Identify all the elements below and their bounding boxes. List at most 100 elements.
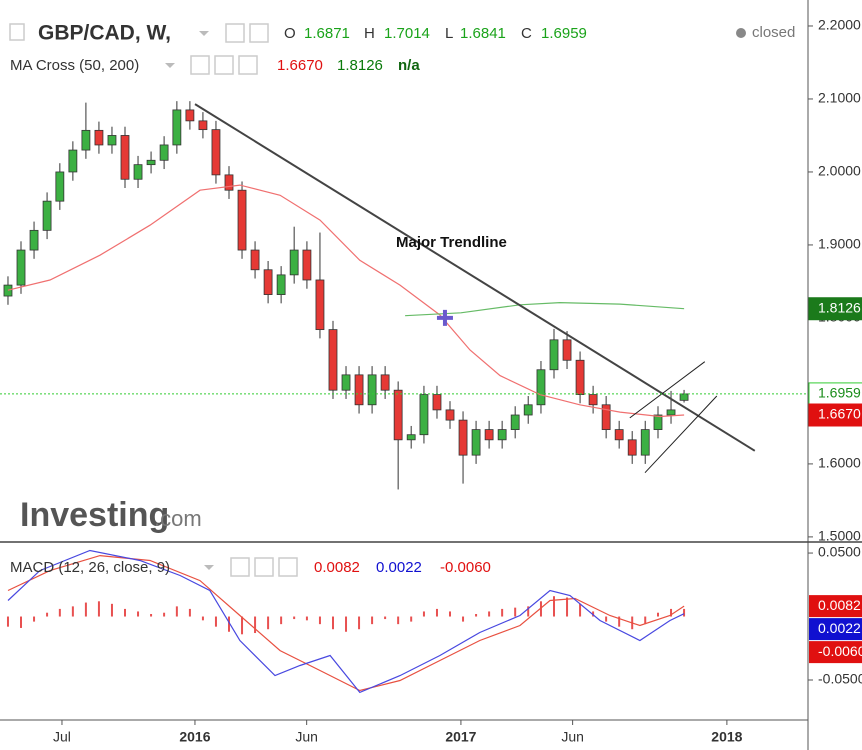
y-tick-label: 2.2000 bbox=[818, 17, 861, 33]
series-line bbox=[7, 554, 685, 692]
candle-body bbox=[146, 159, 156, 166]
eye-icon[interactable] bbox=[230, 557, 250, 577]
market-status: closed bbox=[752, 24, 795, 41]
candle-body bbox=[588, 394, 598, 406]
y-tick-label: 1.9000 bbox=[818, 236, 861, 252]
settings-icon[interactable] bbox=[249, 23, 269, 43]
price-box-label: 1.8126 bbox=[818, 299, 861, 315]
candle-body bbox=[367, 374, 377, 406]
candle-body bbox=[562, 339, 572, 361]
macd-value: 0.0082 bbox=[314, 559, 360, 576]
candle-body bbox=[250, 249, 260, 271]
macd-value: 0.0022 bbox=[376, 559, 422, 576]
indicator-value: 1.6670 bbox=[277, 57, 323, 74]
candle-body bbox=[523, 404, 533, 416]
dropdown[interactable] bbox=[199, 31, 209, 36]
dropdown[interactable] bbox=[204, 565, 214, 570]
indicator-title: MA Cross (50, 200) bbox=[10, 57, 139, 74]
candle-body bbox=[445, 409, 455, 421]
candle-body bbox=[302, 249, 312, 281]
candle-body bbox=[679, 393, 689, 401]
y-tick-label: 1.5000 bbox=[818, 528, 861, 544]
candle-body bbox=[263, 269, 273, 295]
candle-body bbox=[211, 129, 221, 176]
ohlc-key: L bbox=[445, 25, 453, 42]
series-line bbox=[7, 549, 685, 694]
eye-icon[interactable] bbox=[190, 55, 210, 75]
macd-value: -0.0060 bbox=[440, 559, 491, 576]
candle-body bbox=[120, 135, 130, 180]
candle-body bbox=[185, 109, 195, 122]
candle-body bbox=[133, 164, 143, 180]
ohlc-value: 1.6959 bbox=[541, 25, 587, 42]
candle-body bbox=[653, 414, 663, 431]
candle-body bbox=[640, 429, 650, 456]
watermark-brand: Investing bbox=[20, 496, 169, 534]
candle-body bbox=[289, 249, 299, 276]
candle-body bbox=[16, 249, 26, 286]
candle-body bbox=[575, 359, 585, 395]
value-box-label: 0.0022 bbox=[818, 620, 861, 636]
cross-marker bbox=[436, 309, 453, 326]
candle-body bbox=[380, 374, 390, 391]
candle-body bbox=[419, 394, 429, 436]
candle-body bbox=[627, 439, 637, 456]
price-box bbox=[808, 297, 862, 321]
candle-body bbox=[94, 129, 104, 146]
candle-body bbox=[471, 429, 481, 456]
candle-body bbox=[406, 434, 416, 441]
indicator-value: 1.8126 bbox=[337, 57, 383, 74]
plot-area: Major Trendline bbox=[0, 101, 808, 694]
collapse-icon[interactable] bbox=[9, 23, 25, 41]
ohlc-value: 1.7014 bbox=[384, 25, 430, 42]
x-tick-label: 2017 bbox=[445, 729, 476, 745]
y-tick-label: 2.0000 bbox=[818, 163, 861, 179]
candle-body bbox=[42, 200, 52, 231]
candle-body bbox=[81, 129, 91, 151]
candle-body bbox=[198, 120, 208, 131]
macd-title: MACD (12, 26, close, 9) bbox=[10, 559, 170, 576]
ohlc-value: 1.6841 bbox=[460, 25, 506, 42]
settings-icon[interactable] bbox=[254, 557, 274, 577]
remove-icon[interactable] bbox=[238, 55, 258, 75]
series-line bbox=[194, 103, 756, 452]
candle-body bbox=[276, 274, 286, 295]
value-box bbox=[809, 618, 862, 641]
ohlc-key: O bbox=[284, 25, 296, 42]
dropdown[interactable] bbox=[165, 63, 175, 68]
y-tick-label: 0.0500 bbox=[818, 544, 861, 560]
settings-icon[interactable] bbox=[214, 55, 234, 75]
series-line bbox=[629, 361, 706, 419]
price-box-label: 1.6959 bbox=[818, 385, 861, 401]
price-box-label: 1.6670 bbox=[818, 406, 861, 422]
eye-icon[interactable] bbox=[225, 23, 245, 43]
candle-body bbox=[55, 171, 65, 202]
ohlc-value: 1.6871 bbox=[304, 25, 350, 42]
candle-body bbox=[666, 409, 676, 416]
candle-body bbox=[458, 419, 468, 456]
value-box bbox=[809, 641, 862, 664]
series-line bbox=[7, 184, 685, 418]
ohlc-key: H bbox=[364, 25, 375, 42]
series-line bbox=[405, 301, 685, 317]
indicator-value: n/a bbox=[398, 57, 420, 74]
candle-body bbox=[601, 404, 611, 431]
value-box bbox=[809, 595, 862, 618]
candle-body bbox=[549, 339, 559, 371]
candle-body bbox=[393, 389, 403, 441]
candle-body bbox=[328, 329, 338, 391]
candle-body bbox=[237, 189, 247, 251]
y-tick-label: -0.0500 bbox=[818, 671, 862, 687]
candle-body bbox=[3, 284, 13, 297]
value-box-label: -0.0060 bbox=[818, 643, 862, 659]
candle-body bbox=[172, 109, 182, 146]
x-tick-label: Jun bbox=[295, 729, 318, 745]
ohlc-key: C bbox=[521, 25, 532, 42]
candle-body bbox=[354, 374, 364, 406]
candle-body bbox=[68, 149, 78, 173]
x-tick-label: Jul bbox=[53, 729, 71, 745]
remove-icon[interactable] bbox=[278, 557, 298, 577]
x-tick-label: Jun bbox=[561, 729, 584, 745]
